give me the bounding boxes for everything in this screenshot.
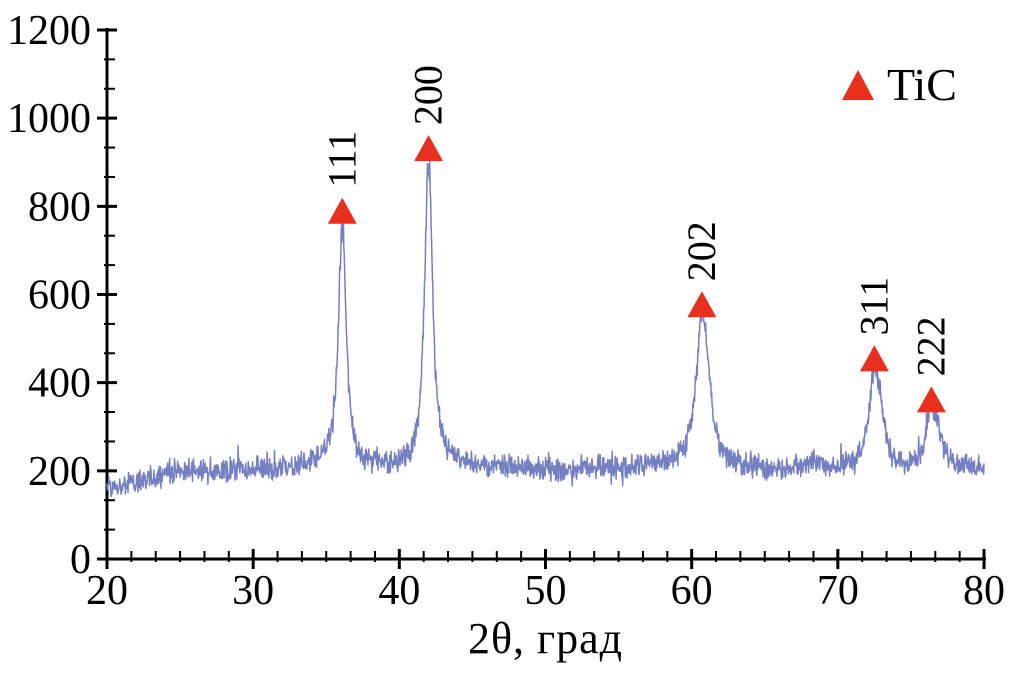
legend-label: TiC — [887, 59, 957, 110]
y-tick-label: 0 — [70, 537, 91, 583]
peak-label-311: 311 — [851, 277, 896, 336]
peak-label-200: 200 — [406, 65, 451, 125]
y-tick-label: 1200 — [7, 8, 91, 54]
x-tick-label: 40 — [378, 568, 420, 614]
y-tick-label: 800 — [28, 184, 91, 230]
peak-label-202: 202 — [679, 221, 724, 281]
x-tick-label: 20 — [86, 568, 128, 614]
peak-markers — [327, 135, 946, 413]
x-tick-label: 70 — [817, 568, 859, 614]
x-tick-label: 80 — [963, 568, 1005, 614]
legend: TiC — [842, 62, 957, 108]
x-tick-label: 60 — [671, 568, 713, 614]
peak-marker-311 — [859, 345, 889, 372]
xrd-curve-group — [106, 161, 985, 498]
x-tick-label: 30 — [232, 568, 274, 614]
x-tick-label: 50 — [525, 568, 567, 614]
peak-marker-202 — [687, 291, 717, 318]
xrd-curve — [106, 161, 985, 498]
peak-labels: 111 200 202 311 222 — [319, 65, 953, 376]
peak-marker-222 — [916, 386, 946, 413]
x-axis-title: 2θ, град — [467, 614, 624, 663]
legend-triangle-icon — [842, 70, 874, 100]
y-tick-label: 400 — [28, 361, 91, 407]
y-tick-label: 200 — [28, 449, 91, 495]
peak-marker-111 — [327, 197, 357, 224]
peak-marker-200 — [414, 135, 444, 162]
axis-ticks — [97, 28, 986, 569]
peak-label-111: 111 — [319, 131, 364, 188]
peak-label-222: 222 — [908, 316, 953, 376]
y-tick-label: 600 — [28, 273, 91, 319]
y-tick-label: 1000 — [7, 96, 91, 142]
